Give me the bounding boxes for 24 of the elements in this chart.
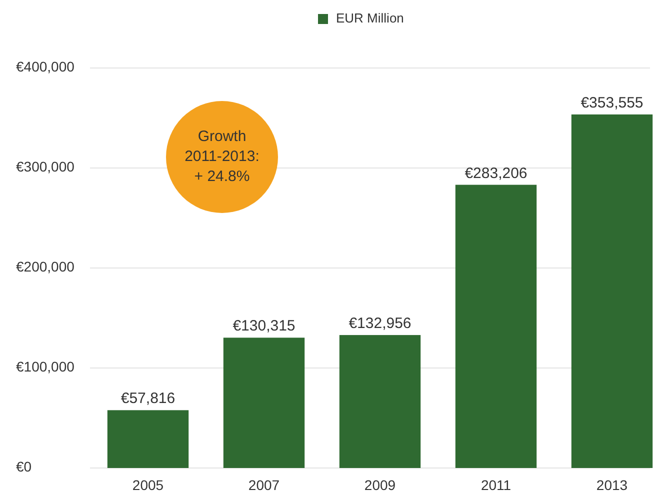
annotation: + 24.8% <box>194 168 250 185</box>
bar <box>455 184 537 468</box>
x-tick-label: 2009 <box>364 477 396 493</box>
data-label: €130,315 <box>232 318 296 335</box>
y-tick-label: €300,000 <box>16 158 75 175</box>
bar <box>571 114 653 468</box>
data-label: €57,816 <box>120 390 176 408</box>
x-tick-label: 2013 <box>596 477 628 493</box>
bar <box>223 338 305 468</box>
annotation: Growth <box>198 128 246 145</box>
data-label: €353,555 <box>580 94 644 112</box>
y-tick-label: €0 <box>16 458 32 475</box>
x-tick-label: 2005 <box>132 477 164 493</box>
bar <box>339 335 421 468</box>
data-label: €132,956 <box>348 315 412 332</box>
y-tick-label: €400,000 <box>16 58 75 75</box>
x-tick-label: 2011 <box>480 477 512 493</box>
y-tick-label: €100,000 <box>16 358 75 375</box>
legend-label: EUR Million <box>336 10 404 26</box>
annotation: 2011-2013: <box>184 148 260 165</box>
bar <box>107 410 189 468</box>
y-tick-label: €200,000 <box>16 258 75 275</box>
x-tick-label: 2007 <box>248 477 280 493</box>
data-label: €283,206 <box>464 164 528 182</box>
